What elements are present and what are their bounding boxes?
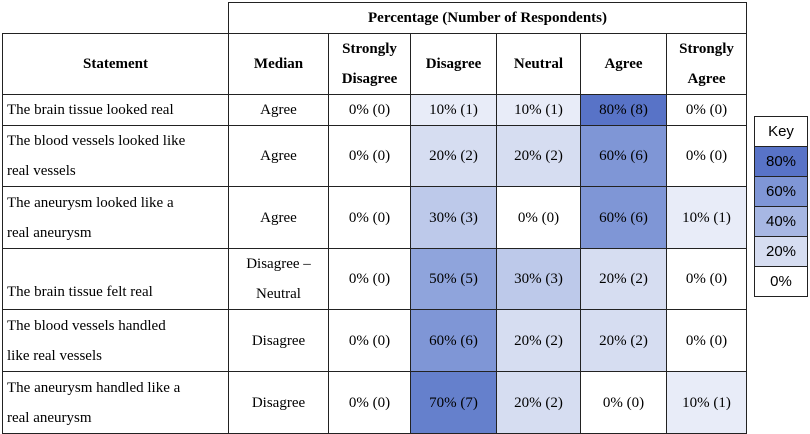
percentage-cell: 60% (6) xyxy=(410,309,497,372)
median-line: Neutral xyxy=(256,286,301,302)
statement-line: real aneurysm xyxy=(7,224,92,241)
statement-line: The blood vessels looked like xyxy=(7,133,186,149)
percentage-cell: 0% (0) xyxy=(328,248,411,310)
median-cell: Disagree – Neutral xyxy=(228,248,329,310)
statement-line: The aneurysm looked like a xyxy=(7,194,174,211)
percentage-cell: 70% (7) xyxy=(410,371,497,434)
percentage-cell: 10% (1) xyxy=(410,94,497,126)
percentage-cell: 10% (1) xyxy=(496,94,581,126)
statement-cell: The aneurysm handled like a real aneurysm xyxy=(2,371,229,434)
percentage-cell: 20% (2) xyxy=(580,309,667,372)
strongly-disagree-column-header: Strongly Disagree xyxy=(328,33,411,95)
percentage-cell: 20% (2) xyxy=(496,125,581,187)
percentage-cell: 20% (2) xyxy=(496,309,581,372)
percentage-cell: 20% (2) xyxy=(410,125,497,187)
statement-line: like real vessels xyxy=(7,347,102,364)
disagree-column-header: Disagree xyxy=(410,33,497,95)
header-line: Agree xyxy=(687,71,726,87)
percentage-group-header: Percentage (Number of Respondents) xyxy=(228,2,747,34)
median-cell: Disagree xyxy=(228,371,329,434)
statement-line: real vessels xyxy=(7,163,76,179)
median-line: Disagree xyxy=(251,394,306,411)
table-row: The blood vessels handled like real vesse… xyxy=(2,309,747,372)
median-line: Agree xyxy=(260,209,297,226)
statement-line: real aneurysm xyxy=(7,409,92,426)
median-cell: Agree xyxy=(228,125,329,187)
median-cell: Agree xyxy=(228,186,329,249)
agree-column-header: Agree xyxy=(580,33,667,95)
median-line: Agree xyxy=(260,148,297,164)
percentage-cell: 0% (0) xyxy=(666,125,747,187)
percentage-cell: 20% (2) xyxy=(580,248,667,310)
statement-line: The aneurysm handled like a xyxy=(7,379,181,396)
percentage-cell: 10% (1) xyxy=(666,186,747,249)
median-line: Disagree xyxy=(251,332,306,349)
percentage-cell: 20% (2) xyxy=(496,371,581,434)
key-swatch: 60% xyxy=(754,176,808,207)
percentage-cell: 60% (6) xyxy=(580,186,667,249)
median-column-header: Median xyxy=(228,33,329,95)
statement-column-header: Statement xyxy=(2,33,229,95)
survey-results-table: Percentage (Number of Respondents) State… xyxy=(2,2,747,434)
statement-line: The brain tissue looked real xyxy=(7,102,174,118)
median-cell: Agree xyxy=(228,94,329,126)
table-row: The brain tissue looked real Agree 0% (0) 1… xyxy=(2,94,747,126)
table-row: The blood vessels looked like real vessel… xyxy=(2,125,747,187)
percentage-cell: 0% (0) xyxy=(328,371,411,434)
key-swatch: 0% xyxy=(754,266,808,297)
percentage-cell: 0% (0) xyxy=(666,248,747,310)
percentage-cell: 0% (0) xyxy=(328,125,411,187)
statement-cell: The blood vessels handled like real vesse… xyxy=(2,309,229,372)
percentage-cell: 0% (0) xyxy=(328,186,411,249)
median-cell: Disagree xyxy=(228,309,329,372)
median-line: Agree xyxy=(260,102,297,118)
statement-cell: The brain tissue felt real xyxy=(2,248,229,310)
strongly-agree-column-header: Strongly Agree xyxy=(666,33,747,95)
table-row: The aneurysm handled like a real aneurysm… xyxy=(2,371,747,434)
header-line: Strongly xyxy=(679,41,734,57)
percentage-cell: 80% (8) xyxy=(580,94,667,126)
statement-cell: The blood vessels looked like real vessel… xyxy=(2,125,229,187)
table-row: The brain tissue felt real Disagree – Neut… xyxy=(2,248,747,310)
header-line: Strongly xyxy=(342,41,397,57)
percentage-cell: 50% (5) xyxy=(410,248,497,310)
key-swatch: 20% xyxy=(754,236,808,267)
percentage-cell: 0% (0) xyxy=(580,371,667,434)
percentage-cell: 30% (3) xyxy=(496,248,581,310)
percentage-cell: 0% (0) xyxy=(666,309,747,372)
percentage-cell: 30% (3) xyxy=(410,186,497,249)
percentage-cell: 10% (1) xyxy=(666,371,747,434)
statement-cell: The brain tissue looked real xyxy=(2,94,229,126)
percentage-cell: 60% (6) xyxy=(580,125,667,187)
header-line: Disagree xyxy=(341,71,398,87)
percentage-cell: 0% (0) xyxy=(666,94,747,126)
percentage-cell: 0% (0) xyxy=(496,186,581,249)
key-swatch: 40% xyxy=(754,206,808,237)
neutral-column-header: Neutral xyxy=(496,33,581,95)
table-row: The aneurysm looked like a real aneurysm A… xyxy=(2,186,747,249)
empty-corner-cell xyxy=(2,2,229,34)
percentage-cell: 0% (0) xyxy=(328,94,411,126)
statement-line: The blood vessels handled xyxy=(7,317,166,334)
statement-cell: The aneurysm looked like a real aneurysm xyxy=(2,186,229,249)
color-key-legend: Key 80% 60% 40% 20% 0% xyxy=(754,116,808,297)
key-swatch: 80% xyxy=(754,146,808,177)
median-line: Disagree – xyxy=(246,256,311,272)
statement-line: The brain tissue felt real xyxy=(7,284,153,300)
key-title: Key xyxy=(754,116,808,147)
percentage-cell: 0% (0) xyxy=(328,309,411,372)
